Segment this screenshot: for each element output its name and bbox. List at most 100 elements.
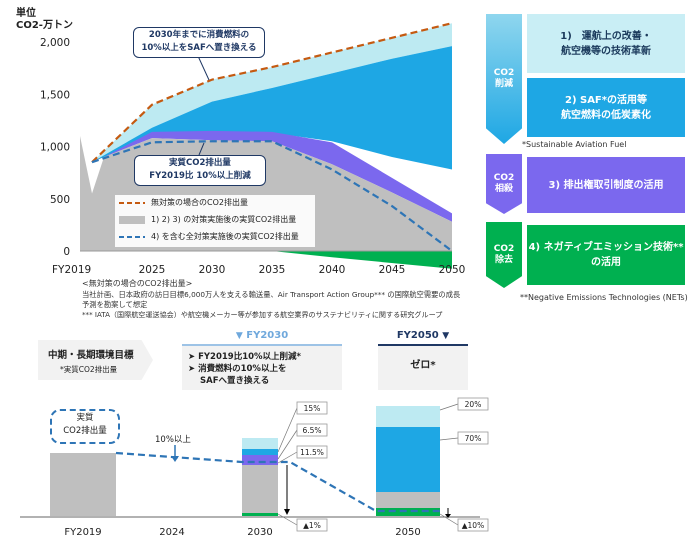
callout-2030-pointer	[197, 55, 210, 81]
bar-2030-blue	[242, 449, 278, 455]
fy2030-header: ▼ FY2030	[182, 330, 342, 346]
x-tick-label: 2040	[319, 264, 346, 276]
line-all-measures	[91, 140, 453, 252]
area-measure-2	[92, 46, 452, 170]
x-tick-label: 2030	[199, 264, 226, 276]
tag-box-2030	[296, 423, 328, 437]
footnote-line-2: 予測を勘案して想定	[82, 300, 148, 309]
footnote-heading: <無対策の場合のCO2排出量>	[82, 279, 193, 288]
area-measure-3	[104, 130, 452, 222]
tag-box-2050	[457, 518, 489, 532]
bar-2050-cyan	[376, 406, 440, 427]
tag-leader-2050	[439, 513, 459, 526]
measure-2-line1: 2) SAF*の活用等	[564, 94, 647, 106]
line-no-measure	[91, 22, 453, 163]
y-tick-label: 500	[50, 194, 70, 206]
legend-item-no-measure: 無対策の場合のCO2排出量	[119, 197, 248, 208]
bracket-2030-head	[284, 509, 290, 515]
measure-1-line2: 航空機等の技術革新	[561, 45, 651, 57]
tag-box-2050	[457, 397, 489, 411]
x-tick-label: 2045	[379, 264, 406, 276]
note-saf: *Sustainable Aviation Fuel	[522, 140, 627, 149]
legend-swatch-gray	[119, 215, 145, 224]
tag-text-2030: 11.5%	[300, 448, 324, 457]
group-offset-arrow: CO2 相殺	[486, 154, 522, 214]
measure-1-line1: 1) 運航上の改善・	[560, 30, 652, 42]
footnote-line-3: *** IATA（国際航空運送協会）や航空機メーカー等が参加する航空業界のサステ…	[82, 310, 443, 319]
y-tick-label: 0	[63, 246, 70, 258]
measure-4-box: 4) ネガティブエミッション技術** の活用	[527, 225, 685, 285]
legend-label-123: 1) 2) 3) の対策実施後の実質CO2排出量	[151, 215, 297, 224]
legend-swatch-dashed-blue	[119, 235, 145, 238]
fy2030-item-1: ➤ FY2019比10%以上削減*	[188, 352, 302, 362]
legend-item-all: 4) を含む全対策実施後の実質CO2排出量	[119, 231, 299, 242]
group-reduce-label-1: CO2	[493, 67, 515, 78]
bar-callout-line1: 実質	[76, 413, 94, 423]
target-bar-chart: 10%以上 15% 6.5% 11.5% ▲1% 20% 70% ▲10% FY2019 2024…	[20, 397, 489, 538]
callout-2030-line2: 10%以上をSAFへ置き換える	[141, 43, 257, 53]
bar-2030-cyan	[242, 438, 278, 449]
tag-text-2030: 6.5%	[302, 426, 321, 435]
measure-1-box: 1) 運航上の改善・ 航空機等の技術革新	[527, 14, 685, 73]
fy2050-target-box: ゼロ*	[378, 346, 468, 390]
bar-callout-net: 実質 CO2排出量	[50, 409, 120, 444]
group-remove-label-2: 除去	[494, 255, 513, 265]
bar-callout-line2: CO2排出量	[63, 426, 107, 436]
x-tick-label: 2025	[139, 264, 166, 276]
tag-box-2050	[457, 431, 489, 445]
bar-2030-purple	[242, 455, 278, 465]
callout-net-line1: 実質CO2排出量	[169, 158, 231, 168]
y-axis-label: CO2-万トン	[16, 20, 73, 31]
fy2050-header: FY2050 ▼	[378, 330, 468, 346]
callout-net-pointer	[198, 142, 205, 156]
measure-2-line2: 航空燃料の低炭素化	[561, 109, 651, 121]
fy2030-item-2: ➤ 消費燃料の10%以上を	[188, 364, 287, 374]
fy2050-header-label: FY2050	[396, 330, 439, 341]
x-tick-label: 2035	[259, 264, 286, 276]
tag-box-2030	[296, 401, 328, 415]
targets-title-box: 中期・長期環境目標 *実質CO2排出量	[38, 340, 153, 380]
callout-2030-saf: 2030年までに消費燃料の 10%以上をSAFへ置き換える	[133, 27, 265, 58]
bar-2050-blue	[376, 427, 440, 492]
area-measure-1	[92, 23, 452, 163]
y-tick-label: 1,000	[40, 142, 70, 154]
tag-leader-2030	[277, 407, 298, 453]
tag-leader-2030	[277, 429, 298, 460]
legend-label-no-measure: 無対策の場合のCO2排出量	[151, 198, 248, 207]
callout-2030-line1: 2030年までに消費燃料の	[148, 30, 250, 40]
measure-4-line1: 4) ネガティブエミッション技術**	[528, 242, 684, 253]
bracket-2050-head	[445, 514, 451, 518]
bar-category-label: FY2019	[64, 527, 101, 538]
targets-title: 中期・長期環境目標	[48, 350, 134, 361]
group-offset-label-1: CO2	[493, 172, 515, 183]
tag-box-2030	[296, 518, 328, 532]
x-tick-label: 2050	[439, 264, 466, 276]
fy2030-item-3: SAFへ置き換える	[200, 376, 270, 386]
group-reduce-label-2: 削減	[494, 79, 513, 89]
tag-text-2030: 15%	[304, 404, 321, 413]
tag-text-2050: 20%	[465, 400, 482, 409]
measure-2-box: 2) SAF*の活用等 航空燃料の低炭素化	[527, 78, 685, 137]
arrow-10pct-head	[171, 456, 179, 462]
fy2030-target-box: ➤ FY2019比10%以上削減* ➤ 消費燃料の10%以上を SAFへ置き換え…	[182, 346, 342, 390]
group-offset-label-2: 相殺	[494, 184, 513, 194]
tag-text-2050: 70%	[465, 434, 482, 443]
unit-label: 単位	[16, 8, 36, 19]
legend-swatch-dashed-orange	[119, 201, 145, 204]
measure-4-line2: の活用	[591, 257, 621, 268]
tag-box-2030	[296, 445, 328, 459]
fy2030-header-label: FY2030	[246, 330, 289, 341]
footnote-line-1: 当社計画、日本政府の訪日目標6,000万人を支える輸送量、Air Transpo…	[82, 290, 461, 299]
tag-leader-2050	[439, 403, 459, 411]
fy2030-triangle-icon: ▼	[235, 331, 243, 341]
y-tick-label: 1,500	[40, 89, 70, 101]
tag-text-2030: ▲1%	[303, 521, 321, 530]
bar-fy2019	[50, 453, 116, 516]
label-10pct: 10%以上	[155, 435, 191, 445]
group-reduce-arrow: CO2 削減	[486, 14, 522, 144]
tag-leader-2030	[277, 451, 298, 464]
x-tick-label: FY2019	[52, 264, 91, 276]
y-tick-label: 2,000	[40, 37, 70, 49]
targets-subtitle: *実質CO2排出量	[60, 365, 118, 374]
bar-category-label: 2024	[159, 527, 184, 538]
